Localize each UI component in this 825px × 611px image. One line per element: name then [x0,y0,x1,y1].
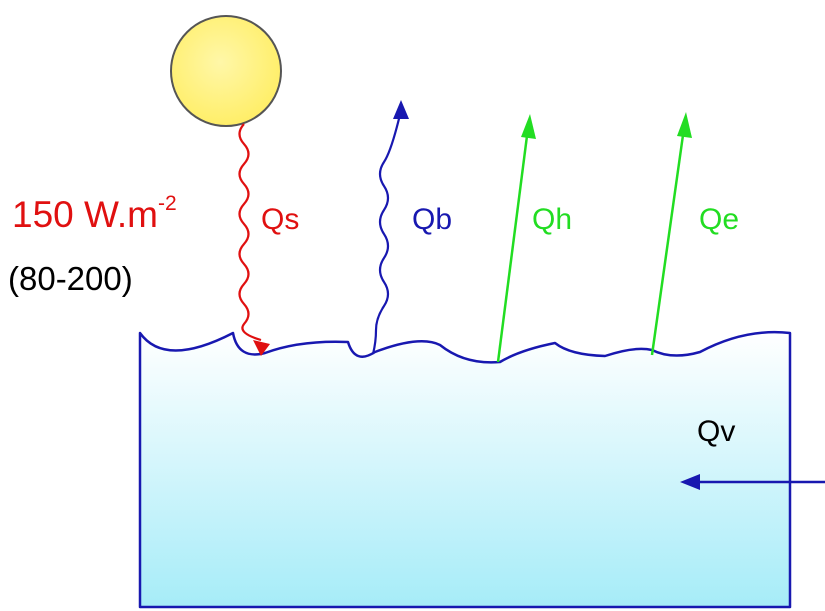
qs-wavy-arrow-icon [238,123,262,342]
solar-flux-range: (80-200) [8,260,133,297]
solar-flux-exponent: -2 [158,191,177,215]
qh-arrowhead-icon [521,114,536,139]
qb-wavy-arrow-icon [371,105,404,355]
solar-flux-number: 150 W.m [12,194,158,235]
qe-arrowhead-icon [677,112,692,138]
qs-label: Qs [261,203,300,236]
qh-arrow-icon [496,127,530,363]
water-body [138,330,792,609]
qh-label: Qh [532,203,573,236]
solar-flux-value: 150 W.m-2 [12,193,177,235]
qv-label: Qv [697,415,736,448]
qe-arrow-icon [650,127,686,356]
sun-icon [170,15,282,127]
qb-label: Qb [412,203,453,236]
qe-label: Qe [699,203,740,236]
qv-arrowhead-icon [680,474,700,490]
qs-arrowhead-icon [253,340,270,356]
qb-arrowhead-icon [393,100,409,119]
